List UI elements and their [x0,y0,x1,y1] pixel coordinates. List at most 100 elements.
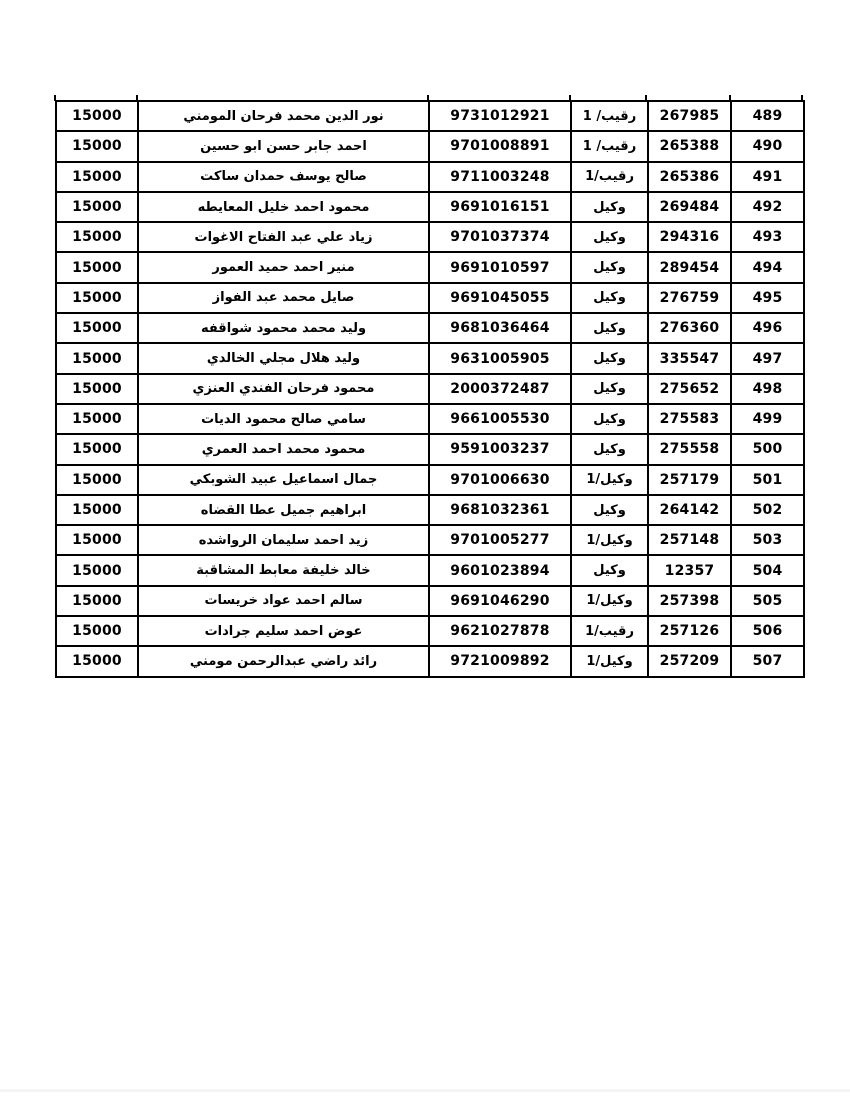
page-bottom-edge [0,1089,850,1092]
amount-cell: 15000 [55,615,139,648]
amount-cell: 15000 [55,312,139,345]
record-number-cell: 267985 [647,99,732,133]
national-id-cell: 2000372487 [428,372,572,405]
full-name-cell: عوض احمد سليم جرادات [137,615,430,648]
record-number-cell: 269484 [647,190,732,224]
national-id-cell: 9621027878 [428,615,572,648]
table-row: 499 275583 وكيل 9661005530 سامي صالح محمود ا… [55,402,805,436]
full-name-cell: منير احمد حميد العمور [137,251,430,284]
rank-cell: وكيل/1 [570,524,649,557]
serial-number-cell: 502 [730,493,805,527]
serial-number-cell: 495 [730,281,805,315]
record-number-cell: 276759 [647,281,732,315]
table-row: 505 257398 وكيل/1 9691046290 سالم احمد عواد … [55,584,805,618]
serial-number-cell: 507 [730,645,805,678]
amount-cell: 15000 [55,190,139,224]
serial-number-cell: 499 [730,402,805,436]
national-id-cell: 9711003248 [428,160,572,193]
national-id-cell: 9701006630 [428,463,572,496]
amount-cell: 15000 [55,645,139,678]
table-row: 507 257209 وكيل/1 9721009892 رائد راضي عبدال… [55,645,805,678]
national-id-cell: 9691010597 [428,251,572,284]
national-id-cell: 9731012921 [428,99,572,133]
amount-cell: 15000 [55,372,139,405]
serial-number-cell: 492 [730,190,805,224]
serial-number-cell: 501 [730,463,805,496]
national-id-cell: 9721009892 [428,645,572,678]
national-id-cell: 9601023894 [428,554,572,587]
rank-cell: رقيب/ 1 [570,130,649,163]
grid-stub [729,95,731,101]
rank-cell: وكيل [570,493,649,527]
table-row: 497 335547 وكيل 9631005905 وليد هلال مجلي ال… [55,342,805,375]
record-number-cell: 275583 [647,402,732,436]
rank-cell: وكيل/1 [570,645,649,678]
serial-number-cell: 498 [730,372,805,405]
record-number-cell: 289454 [647,251,732,284]
grid-stub [645,95,647,101]
full-name-cell: وليد محمد محمود شواقفه [137,312,430,345]
serial-number-cell: 496 [730,312,805,345]
table-row: 494 289454 وكيل 9691010597 منير احمد حميد ال… [55,251,805,284]
amount-cell: 15000 [55,160,139,193]
national-id-cell: 9701037374 [428,221,572,254]
amount-cell: 15000 [55,402,139,436]
grid-stub [427,95,429,101]
rank-cell: وكيل [570,372,649,405]
record-number-cell: 335547 [647,342,732,375]
full-name-cell: زياد علي عبد الفتاح الاغوات [137,221,430,254]
record-number-cell: 294316 [647,221,732,254]
record-number-cell: 257398 [647,584,732,618]
full-name-cell: وليد هلال مجلي الخالدي [137,342,430,375]
amount-cell: 15000 [55,251,139,284]
grid-stub [569,95,571,101]
serial-number-cell: 505 [730,584,805,618]
rank-cell: وكيل [570,251,649,284]
record-number-cell: 264142 [647,493,732,527]
full-name-cell: محمود احمد خليل المعايطه [137,190,430,224]
national-id-cell: 9691046290 [428,584,572,618]
record-number-cell: 265386 [647,160,732,193]
table-row: 495 276759 وكيل 9691045055 صايل محمد عبد الف… [55,281,805,315]
full-name-cell: ابراهيم جميل عطا القضاه [137,493,430,527]
record-number-cell: 275652 [647,372,732,405]
full-name-cell: محمود فرحان الفندي العنزي [137,372,430,405]
full-name-cell: محمود محمد احمد العمري [137,433,430,466]
national-id-cell: 9701008891 [428,130,572,163]
full-name-cell: خالد خليفة معابط المشاقبة [137,554,430,587]
rank-cell: وكيل/1 [570,584,649,618]
amount-cell: 15000 [55,281,139,315]
serial-number-cell: 490 [730,130,805,163]
table-row: 496 276360 وكيل 9681036464 وليد محمد محمود ش… [55,312,805,345]
record-number-cell: 265388 [647,130,732,163]
rank-cell: وكيل [570,554,649,587]
amount-cell: 15000 [55,554,139,587]
amount-cell: 15000 [55,524,139,557]
national-id-cell: 9691045055 [428,281,572,315]
rank-cell: وكيل/1 [570,463,649,496]
rank-cell: وكيل [570,190,649,224]
table-row: 491 265386 رقيب/1 9711003248 صالح يوسف حمدان… [55,160,805,193]
serial-number-cell: 506 [730,615,805,648]
national-id-cell: 9631005905 [428,342,572,375]
national-id-cell: 9591003237 [428,433,572,466]
grid-stub [801,95,803,101]
full-name-cell: سامي صالح محمود الديات [137,402,430,436]
rank-cell: وكيل [570,221,649,254]
amount-cell: 15000 [55,463,139,496]
national-id-cell: 9681036464 [428,312,572,345]
record-number-cell: 257209 [647,645,732,678]
rank-cell: وكيل [570,342,649,375]
amount-cell: 15000 [55,433,139,466]
amount-cell: 15000 [55,342,139,375]
amount-cell: 15000 [55,130,139,163]
national-id-cell: 9661005530 [428,402,572,436]
full-name-cell: جمال اسماعيل عبيد الشوبكي [137,463,430,496]
national-id-cell: 9691016151 [428,190,572,224]
full-name-cell: سالم احمد عواد خريسات [137,584,430,618]
serial-number-cell: 494 [730,251,805,284]
rank-cell: وكيل [570,312,649,345]
table-row: 498 275652 وكيل 2000372487 محمود فرحان الفند… [55,372,805,405]
amount-cell: 15000 [55,221,139,254]
